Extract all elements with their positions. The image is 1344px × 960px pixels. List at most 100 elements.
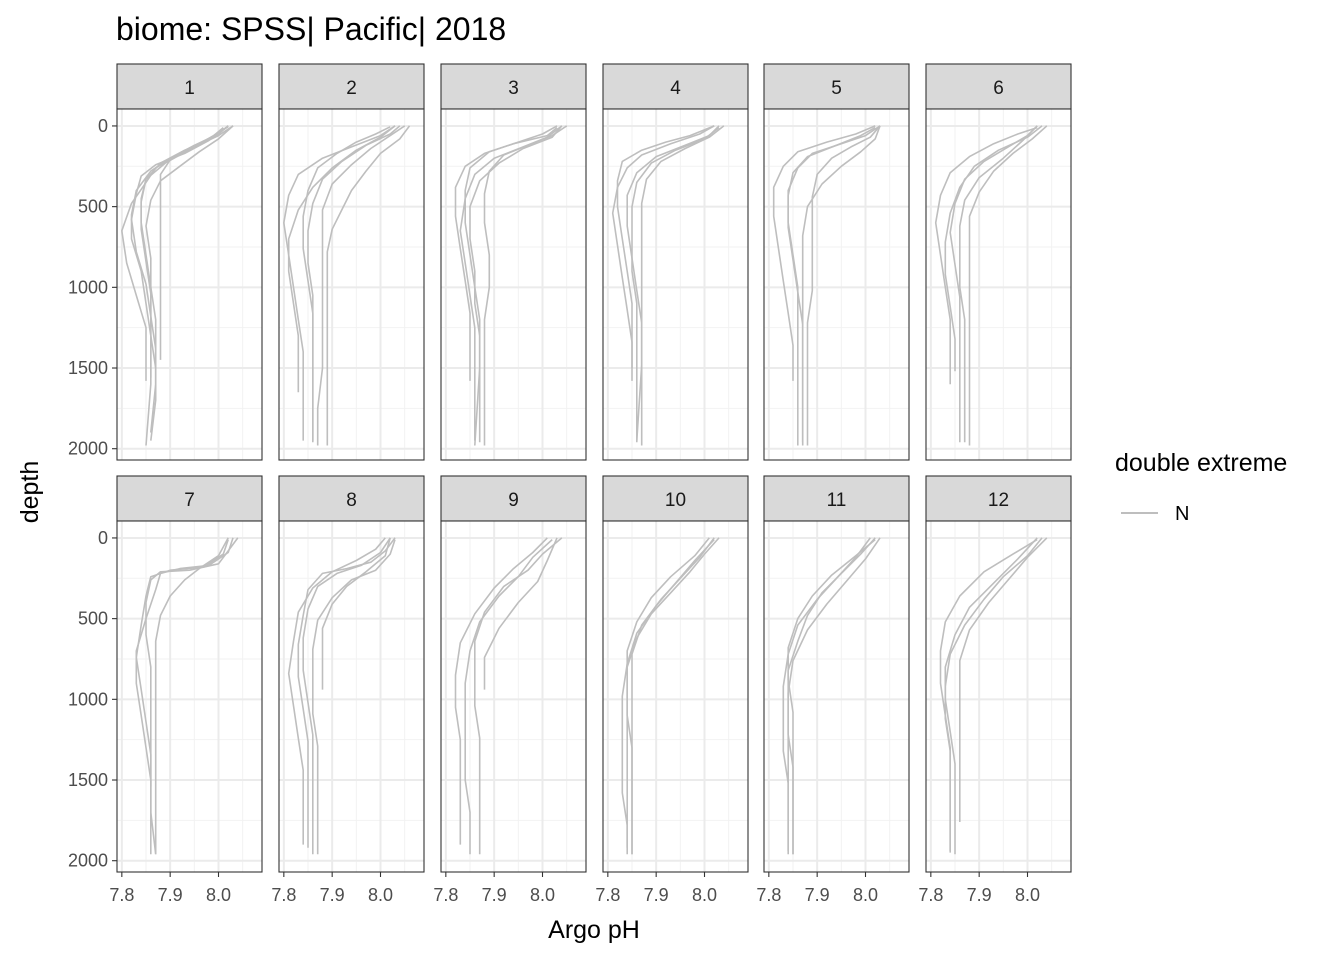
- profile-line: [316, 125, 406, 446]
- profile-line: [944, 125, 1043, 372]
- x-axis: 7.8 7.9 8.0 7.8 7.9 8.0 7.8 7.9 8.0 7.8 7.9 8.0 7.8 7…: [109, 872, 1040, 905]
- legend-label-n: N: [1175, 503, 1189, 525]
- facet-strip: [763, 63, 910, 110]
- facet-strip-label: 3: [508, 78, 519, 99]
- y-tick-label: 1500: [68, 358, 108, 378]
- x-tick-label: 7.9: [320, 885, 345, 905]
- profile-line: [616, 125, 715, 368]
- profile-line: [287, 537, 386, 845]
- profile-line: [302, 126, 391, 443]
- facet-panel-4: 4: [602, 63, 749, 461]
- y-tick-label: 0: [98, 528, 108, 548]
- x-tick-label: 7.8: [595, 885, 620, 905]
- profile-line: [311, 539, 396, 855]
- profile-line: [140, 126, 229, 446]
- profile-line: [483, 125, 568, 446]
- x-tick-label: 8.0: [368, 885, 393, 905]
- panel-border: [116, 108, 263, 461]
- profile-line: [958, 125, 1038, 443]
- facet-panel-10: 10: [602, 475, 749, 873]
- facet-panel-7: 7: [116, 475, 263, 873]
- profile-line: [454, 537, 548, 845]
- facet-panel-6: 6: [925, 63, 1072, 461]
- profile-line: [787, 538, 876, 855]
- y-tick-label: 2000: [68, 439, 108, 459]
- y-tick-label: 1500: [68, 770, 108, 790]
- y-axis: 0 500 1000 1500 2000 0 500 1000 1500 2000: [68, 116, 117, 871]
- panel-border: [602, 520, 749, 873]
- facet-strip: [278, 475, 425, 522]
- facet-strip: [602, 475, 749, 522]
- x-tick-label: 7.8: [756, 885, 781, 905]
- profile-line: [631, 126, 720, 443]
- x-tick-label: 8.0: [1015, 885, 1040, 905]
- facet-strip-label: 1: [184, 78, 195, 99]
- panel-background: [279, 109, 424, 460]
- panel-background: [117, 521, 262, 872]
- facet-strip: [116, 63, 263, 110]
- profile-line: [302, 537, 391, 855]
- facet-strip-label: 4: [670, 78, 681, 99]
- facet-strip: [116, 475, 263, 522]
- x-tick-label: 8.0: [853, 885, 878, 905]
- x-tick-label: 8.0: [692, 885, 717, 905]
- profile-line: [636, 125, 725, 441]
- facet-panel-11: 11: [763, 475, 910, 873]
- facet-strip-label: 6: [993, 78, 1004, 99]
- y-tick-label: 500: [78, 197, 108, 217]
- x-tick-label: 7.8: [271, 885, 296, 905]
- panel-border: [602, 108, 749, 461]
- profile-line: [321, 537, 391, 690]
- facet-panel-9: 9: [440, 475, 587, 873]
- profile-line: [626, 537, 710, 855]
- profile-line: [939, 538, 1038, 851]
- profile-line: [483, 537, 558, 690]
- facet-strip-label: 12: [988, 490, 1009, 511]
- y-axis-title: depth: [16, 461, 44, 524]
- panel-border: [278, 520, 425, 873]
- x-tick-label: 8.0: [206, 885, 231, 905]
- profile-line: [454, 126, 558, 381]
- profile-line: [806, 125, 881, 446]
- facet-panel-3: 3: [440, 63, 587, 461]
- y-tick-label: 500: [78, 609, 108, 629]
- profile-line: [968, 125, 1048, 446]
- facet-panel-12: 12: [925, 475, 1072, 873]
- x-tick-label: 7.8: [433, 885, 458, 905]
- facet-panel-2: 2: [278, 63, 425, 461]
- panel-border: [925, 108, 1072, 461]
- y-tick-label: 0: [98, 116, 108, 136]
- panel-background: [441, 109, 586, 460]
- profile-line: [287, 125, 396, 393]
- x-axis-title: Argo pH: [548, 916, 640, 944]
- profile-line: [135, 539, 229, 787]
- facet-strip-label: 10: [665, 490, 686, 511]
- chart-title: biome: SPSS| Pacific| 2018: [116, 11, 506, 47]
- facet-strip: [440, 63, 587, 110]
- facet-grid: 1 2 3 4 5 67 8 9 10 11 12: [116, 63, 1072, 873]
- panel-background: [764, 521, 909, 872]
- y-tick-label: 1000: [68, 689, 108, 709]
- profile-line: [326, 125, 411, 446]
- y-tick-label: 2000: [68, 851, 108, 871]
- profile-line: [772, 125, 876, 381]
- x-tick-label: 8.0: [530, 885, 555, 905]
- profile-line: [469, 125, 563, 446]
- profile-line: [154, 537, 229, 855]
- profile-line: [958, 537, 1048, 822]
- y-tick-label: 1000: [68, 277, 108, 297]
- profile-line: [787, 537, 881, 855]
- profile-line: [282, 125, 396, 441]
- facet-strip: [925, 475, 1072, 522]
- panel-border: [440, 520, 587, 873]
- facet-panel-1: 1: [116, 63, 263, 461]
- x-tick-label: 7.8: [918, 885, 943, 905]
- legend-title: double extreme: [1115, 449, 1287, 477]
- x-tick-label: 7.9: [805, 885, 830, 905]
- panel-background: [926, 521, 1071, 872]
- profile-line: [944, 537, 1038, 855]
- facet-strip-label: 11: [827, 490, 847, 511]
- profile-line: [934, 126, 1038, 385]
- panel-background: [603, 109, 748, 460]
